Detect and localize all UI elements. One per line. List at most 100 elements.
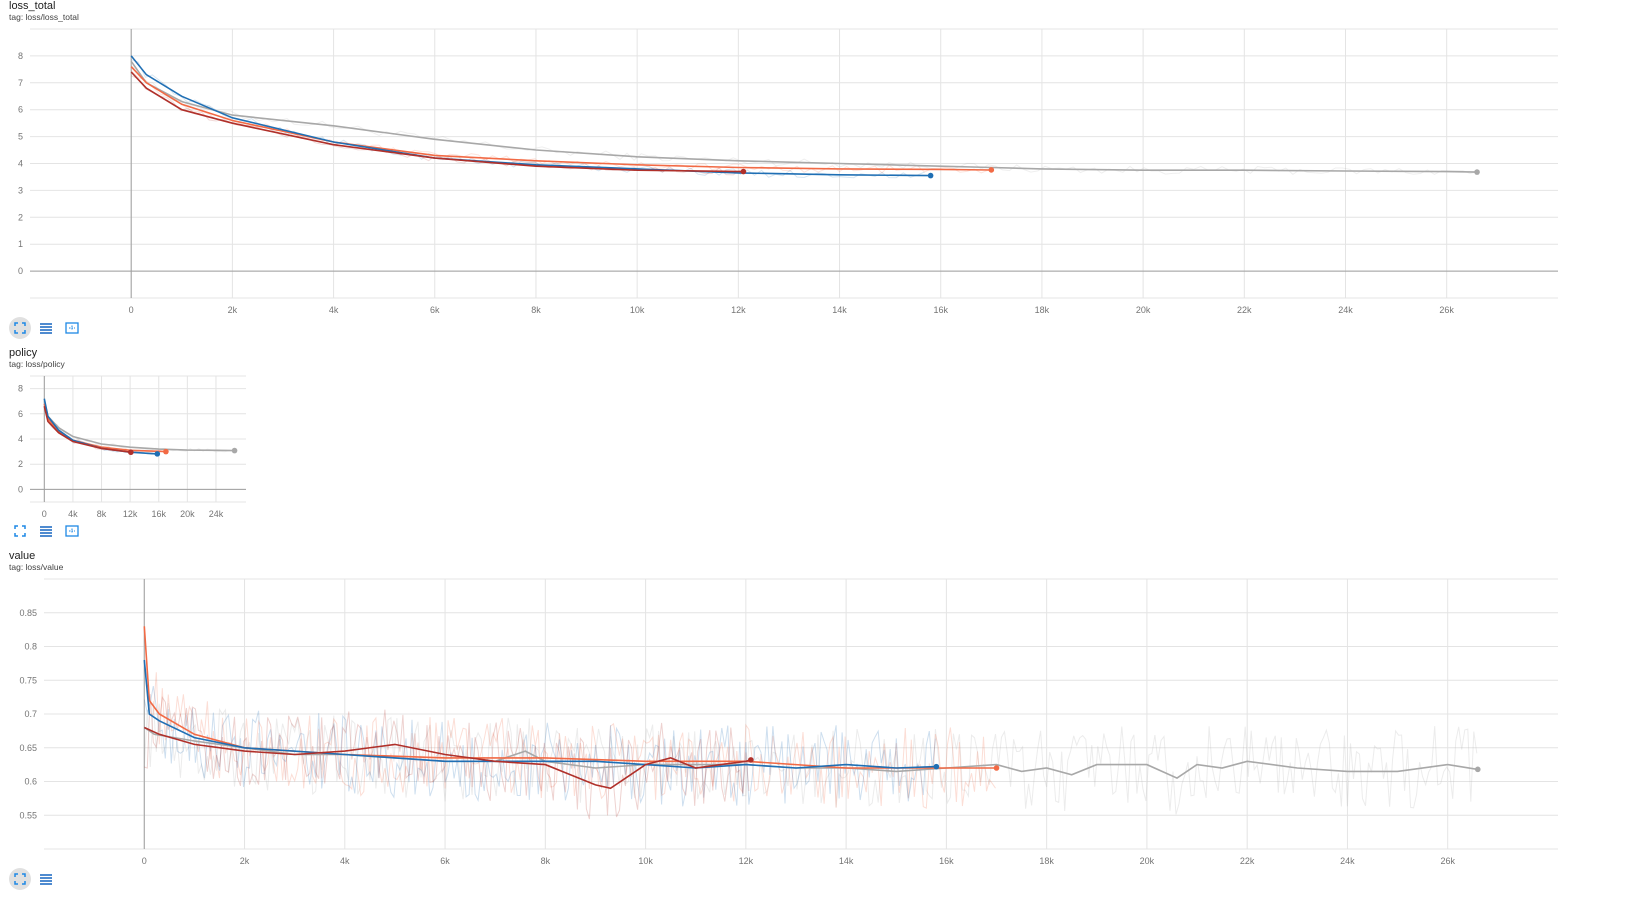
x-tick-label: 10k: [630, 305, 645, 315]
series-line[interactable]: [143, 726, 752, 790]
series-line[interactable]: [143, 659, 937, 769]
series-end-point[interactable]: [1474, 169, 1480, 175]
series-end-point[interactable]: [154, 451, 161, 457]
x-tick-label: 12k: [731, 305, 746, 315]
x-tick-label: 16k: [939, 856, 954, 866]
chart-title: policy: [9, 347, 38, 359]
y-tick-label: 4: [18, 159, 23, 169]
fit-domain-button[interactable]: [61, 317, 83, 339]
x-tick-label: 10k: [638, 856, 653, 866]
y-tick-label: 6: [18, 105, 23, 115]
y-tick-label: 8: [18, 51, 23, 61]
series-line[interactable]: [130, 60, 1478, 173]
y-tick-label: 0.7: [24, 709, 37, 719]
raw-series-line: [130, 64, 1478, 176]
x-tick-label: 14k: [839, 856, 854, 866]
x-tick-label: 2k: [240, 856, 250, 866]
fit-domain-icon: [65, 322, 79, 334]
fullscreen-button[interactable]: [9, 317, 31, 339]
x-tick-label: 6k: [430, 305, 440, 315]
y-tick-label: 8: [18, 384, 23, 394]
x-tick-label: 22k: [1240, 856, 1255, 866]
series-line[interactable]: [130, 71, 744, 173]
chart-title: value: [9, 550, 36, 562]
chart-tag: tag: loss/value: [9, 562, 64, 572]
series-end-point[interactable]: [988, 167, 995, 173]
chart-tag: tag: loss/loss_total: [9, 12, 79, 22]
x-tick-label: 24k: [1340, 856, 1355, 866]
x-tick-label: 0: [42, 509, 47, 519]
fullscreen-button[interactable]: [9, 520, 31, 542]
series-end-point[interactable]: [1474, 766, 1481, 773]
y-tick-label: 7: [18, 78, 23, 88]
x-tick-label: 6k: [440, 856, 450, 866]
chart-toolbar: [9, 317, 83, 339]
y-tick-label: 0.6: [24, 777, 37, 787]
x-tick-label: 12k: [739, 856, 754, 866]
series-line[interactable]: [43, 406, 131, 453]
y-tick-label: 0: [18, 484, 23, 494]
y-tick-label: 0.85: [19, 608, 37, 618]
y-tick-label: 0: [18, 266, 23, 276]
raw-series-line: [143, 701, 1478, 815]
series-end-point[interactable]: [933, 763, 940, 770]
grid: [44, 578, 1558, 850]
series-end-point[interactable]: [748, 757, 754, 763]
x-tick-label: 24k: [209, 509, 224, 519]
x-tick-label: 20k: [1136, 305, 1151, 315]
series-line[interactable]: [130, 66, 992, 171]
x-tick-label: 2k: [228, 305, 238, 315]
x-tick-label: 4k: [68, 509, 78, 519]
x-tick-label: 4k: [340, 856, 350, 866]
x-tick-label: 16k: [151, 509, 166, 519]
toggle-log-scale-button[interactable]: [35, 868, 57, 890]
raw-series-line: [143, 686, 936, 807]
fullscreen-icon: [14, 873, 26, 885]
fullscreen-icon: [14, 525, 26, 537]
x-tick-label: 0: [142, 856, 147, 866]
y-tick-label: 6: [18, 409, 23, 419]
list-icon: [40, 526, 52, 537]
chart-title: loss_total: [9, 0, 56, 12]
chart-toolbar: [9, 868, 57, 890]
series-line[interactable]: [143, 626, 997, 769]
toggle-log-scale-button[interactable]: [35, 520, 57, 542]
x-tick-label: 20k: [180, 509, 195, 519]
x-tick-label: 16k: [933, 305, 948, 315]
series-end-point[interactable]: [993, 765, 1000, 771]
fit-domain-icon: [65, 525, 79, 537]
y-tick-label: 5: [18, 132, 23, 142]
y-tick-label: 2: [18, 212, 23, 222]
list-icon: [40, 323, 52, 334]
chart-value[interactable]: 0 2k 4k 6k 8k 10k 12k 14k 16k 18k 20k 22k 24k 26k0.55…: [0, 0, 1634, 880]
x-tick-label: 8k: [531, 305, 541, 315]
x-tick-label: 8k: [97, 509, 107, 519]
x-tick-label: 0: [129, 305, 134, 315]
fit-domain-button[interactable]: [61, 520, 83, 542]
y-tick-label: 0.55: [19, 810, 37, 820]
toggle-log-scale-button[interactable]: [35, 317, 57, 339]
x-tick-label: 14k: [832, 305, 847, 315]
x-tick-label: 18k: [1039, 856, 1054, 866]
x-tick-label: 4k: [329, 305, 339, 315]
x-tick-label: 26k: [1439, 305, 1454, 315]
series-end-point[interactable]: [740, 168, 747, 175]
fullscreen-button[interactable]: [9, 868, 31, 890]
chart-loss-total[interactable]: 0 2k 4k 6k 8k 10k 12k 14k 16k 18k 20k 22k 24k 26k 0 1 2 3…: [0, 0, 1634, 320]
x-tick-label: 22k: [1237, 305, 1252, 315]
x-tick-label: 12k: [123, 509, 138, 519]
chart-tag: tag: loss/policy: [9, 359, 65, 369]
x-tick-label: 20k: [1140, 856, 1155, 866]
series-end-point[interactable]: [163, 448, 169, 455]
x-tick-label: 26k: [1440, 856, 1455, 866]
y-tick-label: 1: [18, 239, 23, 249]
fullscreen-icon: [14, 322, 26, 334]
series-end-point[interactable]: [927, 172, 934, 179]
y-tick-label: 4: [18, 434, 23, 444]
series-end-point[interactable]: [231, 447, 238, 454]
raw-series-line: [144, 694, 750, 820]
series-end-point[interactable]: [128, 449, 134, 456]
y-tick-label: 0.65: [19, 743, 37, 753]
y-tick-label: 2: [18, 459, 23, 469]
